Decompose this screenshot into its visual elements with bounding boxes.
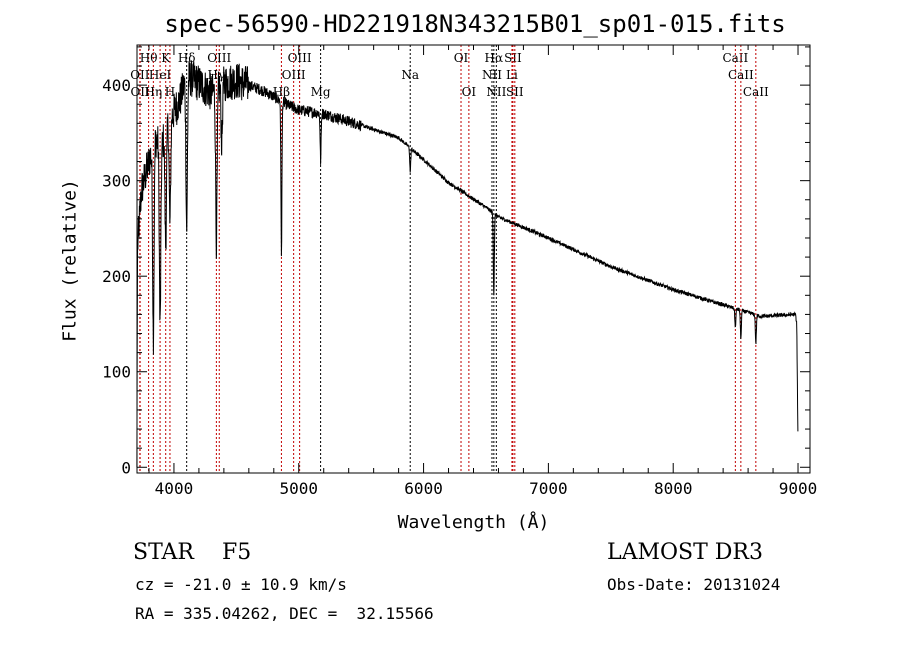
plot-frame (136, 44, 811, 474)
line-label: Hβ (273, 85, 290, 99)
line-label: Na (401, 68, 419, 82)
line-label: CaII (722, 51, 748, 65)
x-tick-label: 9000 (779, 479, 818, 498)
x-axis-label: Wavelength (Å) (397, 512, 550, 533)
line-label: Mg (311, 85, 331, 99)
y-tick-label: 200 (102, 267, 131, 286)
line-label: Hη (145, 85, 163, 99)
x-tick-label: 4000 (155, 479, 194, 498)
line-label: OII (130, 85, 150, 99)
line-label: NII (486, 85, 506, 99)
line-label: OIII (207, 51, 231, 65)
y-tick-label: 400 (102, 76, 131, 95)
y-axis-label: Flux (relative) (59, 179, 81, 342)
line-label: H (165, 85, 175, 99)
survey-name: LAMOST DR3 (607, 540, 763, 565)
x-tick-label: 6000 (404, 479, 443, 498)
x-tick-label: 7000 (529, 479, 568, 498)
obs-date: Obs-Date: 20131024 (607, 575, 781, 594)
line-label: OIII (288, 51, 312, 65)
line-label: Hθ (140, 51, 158, 65)
line-label: SII (506, 85, 524, 99)
line-label: OI (462, 85, 477, 99)
x-tick-label: 8000 (654, 479, 693, 498)
redshift-info: cz = -21.0 ± 10.9 km/s (135, 575, 347, 594)
y-tick-label: 0 (121, 458, 131, 477)
line-label: NII (482, 68, 502, 82)
coordinates-info: RA = 335.04262, DEC = 32.15566 (135, 604, 434, 623)
line-label: OI (454, 51, 469, 65)
y-tick-label: 100 (102, 363, 131, 382)
line-label: K (161, 51, 171, 65)
chart-title: spec-56590-HD221918N343215B01_sp01-015.f… (164, 10, 786, 38)
object-class: STAR F5 (133, 540, 252, 565)
line-label: Li (506, 68, 518, 82)
line-label: Hα (485, 51, 504, 65)
line-label: OIII (282, 68, 306, 82)
line-label: SII (504, 51, 522, 65)
line-label: CaII (743, 85, 769, 99)
x-tick-label: 5000 (279, 479, 318, 498)
line-label: HeI (149, 68, 172, 82)
y-tick-label: 300 (102, 172, 131, 191)
spectrum-line (136, 59, 799, 468)
line-label: CaII (728, 68, 754, 82)
